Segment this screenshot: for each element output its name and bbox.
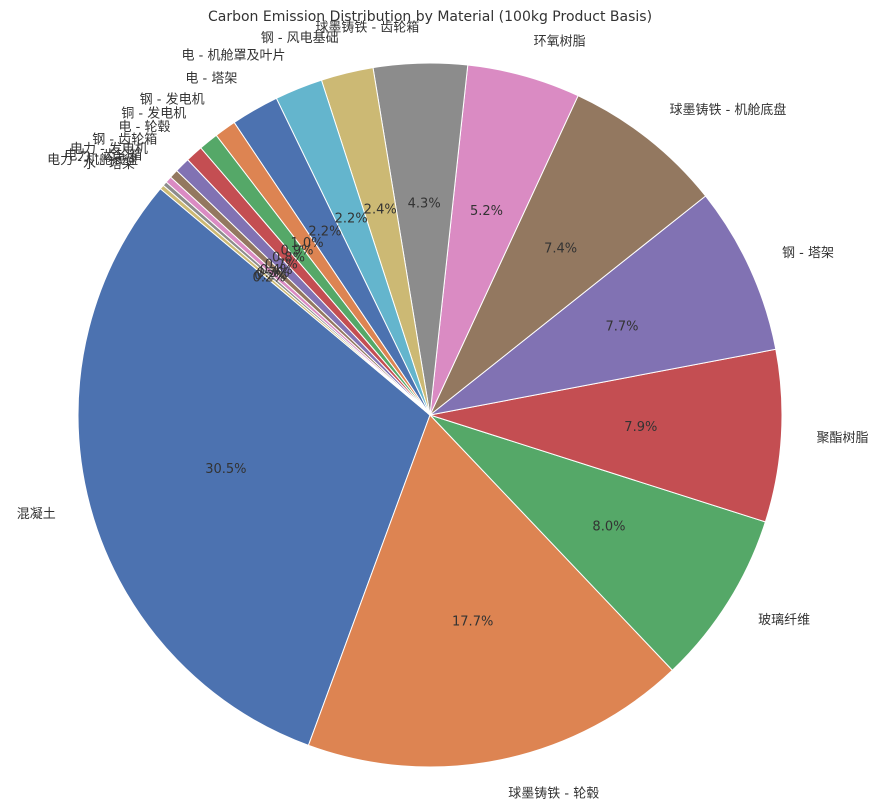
slice-label: 电力 - 齿轮箱 xyxy=(64,148,142,164)
slice-label: 聚酯树脂 xyxy=(816,431,868,446)
value-label: 1.0% xyxy=(291,236,324,251)
value-label: 0.2% xyxy=(253,271,286,286)
pie-slice xyxy=(307,414,674,768)
slice-label: 电 - 机舱罩及叶片 xyxy=(181,48,285,63)
slice-label: 玻璃纤维 xyxy=(758,613,810,628)
slice-label: 球墨铸铁 - 机舱底盘 xyxy=(669,102,786,118)
slice-label: 混凝土 xyxy=(17,506,56,522)
value-label: 4.3% xyxy=(408,196,441,211)
slice-label: 环氧树脂 xyxy=(534,34,586,49)
pie-slice xyxy=(429,95,707,416)
pie-slice xyxy=(77,188,431,746)
value-label: 8.0% xyxy=(592,520,625,535)
slice-label: 电力 - 机舱底盘 xyxy=(47,152,138,168)
slice-label: 球墨铸铁 - 齿轮箱 xyxy=(315,19,419,35)
slice-label: 钢 - 风电基础 xyxy=(261,31,339,46)
value-label: 5.2% xyxy=(470,204,503,219)
value-label: 7.7% xyxy=(605,320,638,335)
value-label: 0.7% xyxy=(265,258,298,273)
value-label: 2.4% xyxy=(364,202,397,217)
value-label: 7.9% xyxy=(624,420,657,435)
slice-label: 铜 - 发电机 xyxy=(121,106,186,122)
value-label: 0.3% xyxy=(256,266,289,281)
pie-slice xyxy=(429,348,783,523)
value-label: 2.2% xyxy=(308,224,341,239)
value-label: 0.2% xyxy=(254,269,287,284)
slice-label: 钢 - 齿轮箱 xyxy=(92,132,157,148)
value-label: 0.4% xyxy=(260,263,293,278)
pie-slice xyxy=(159,184,431,416)
value-label: 17.7% xyxy=(452,614,493,629)
value-label: 2.2% xyxy=(335,212,368,227)
slice-label: 电力 - 发电机 xyxy=(70,141,148,157)
slice-label: 钢 - 塔架 xyxy=(782,246,834,261)
pie-slice xyxy=(429,195,777,416)
slice-label: 电 - 塔架 xyxy=(185,72,237,87)
slice-label: 电 - 轮毂 xyxy=(119,120,171,135)
slice-label: 球墨铸铁 - 轮毂 xyxy=(508,786,599,802)
slice-label: 水 - 塔架 xyxy=(83,157,135,172)
slice-label: 钢 - 发电机 xyxy=(140,92,205,108)
value-label: 0.9% xyxy=(281,243,314,258)
value-label: 7.4% xyxy=(544,242,577,257)
value-label: 30.5% xyxy=(205,462,246,477)
pie-slice xyxy=(429,414,767,671)
chart-title: Carbon Emission Distribution by Material… xyxy=(208,9,652,25)
value-label: 0.8% xyxy=(272,251,305,266)
